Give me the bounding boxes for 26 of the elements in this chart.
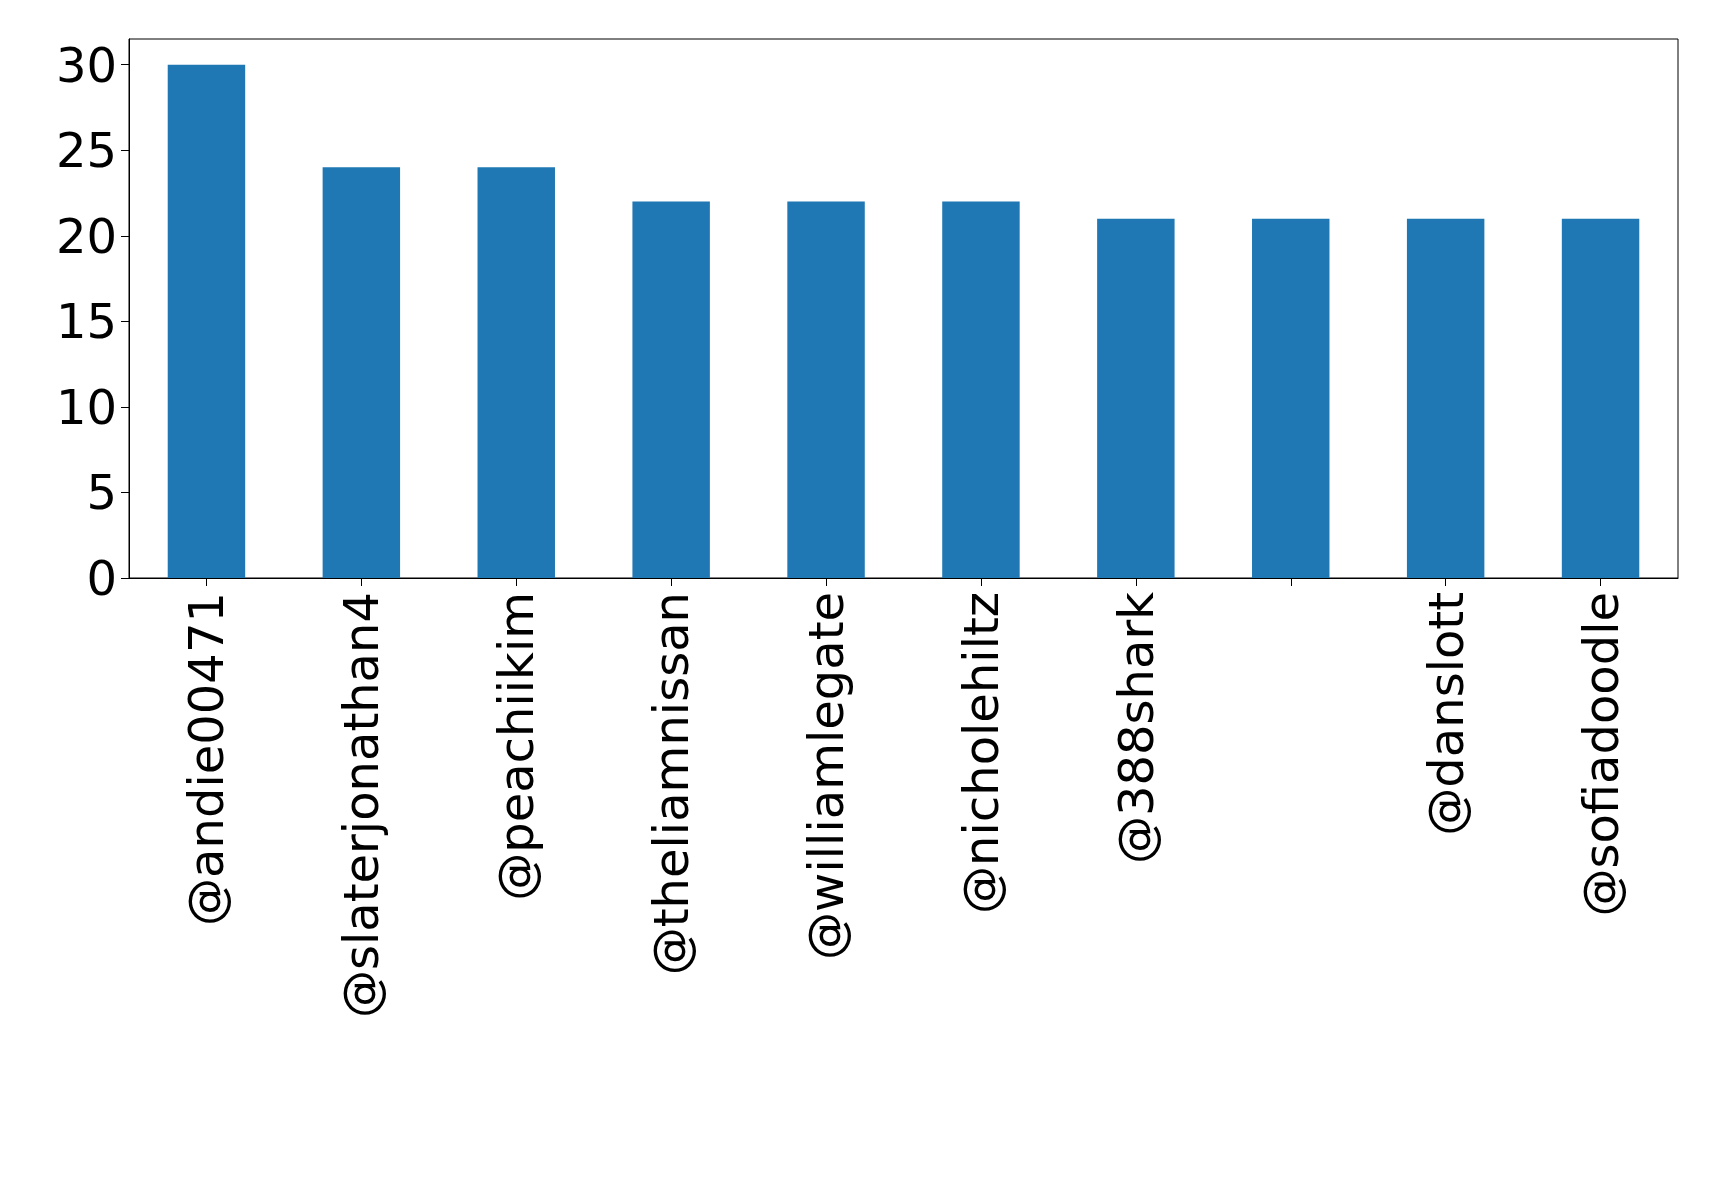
bar xyxy=(1406,218,1485,578)
y-tick-label: 10 xyxy=(55,378,117,435)
y-tick-label: 20 xyxy=(55,207,117,264)
x-tick-label: @theliamnissan xyxy=(643,592,700,976)
bar xyxy=(167,64,246,578)
x-tick-label: @388shark xyxy=(1107,591,1164,864)
bar xyxy=(1252,218,1330,578)
x-tick-label: @williamlegate xyxy=(798,592,855,960)
y-tick-label: 30 xyxy=(55,36,117,93)
x-tick-label: @peachiikim xyxy=(488,592,545,901)
y-tick-label: 5 xyxy=(86,464,117,521)
bar xyxy=(477,167,555,578)
bar xyxy=(1561,218,1640,578)
bar xyxy=(942,201,1020,578)
x-tick-label: @danslott xyxy=(1417,592,1474,836)
y-tick-label: 0 xyxy=(86,550,117,606)
bar xyxy=(787,201,865,578)
x-tick-label: @sofiadoodle xyxy=(1572,592,1629,917)
y-tick-label: 15 xyxy=(55,293,117,350)
bar xyxy=(1097,218,1175,578)
bar xyxy=(322,167,401,578)
y-tick-label: 25 xyxy=(55,122,117,179)
x-tick-label: @slaterjonathan4 xyxy=(333,592,390,1018)
bar xyxy=(632,201,710,578)
x-tick-label: @nicholehiltz xyxy=(952,592,1009,914)
x-tick-label: @andie00471 xyxy=(178,592,235,926)
